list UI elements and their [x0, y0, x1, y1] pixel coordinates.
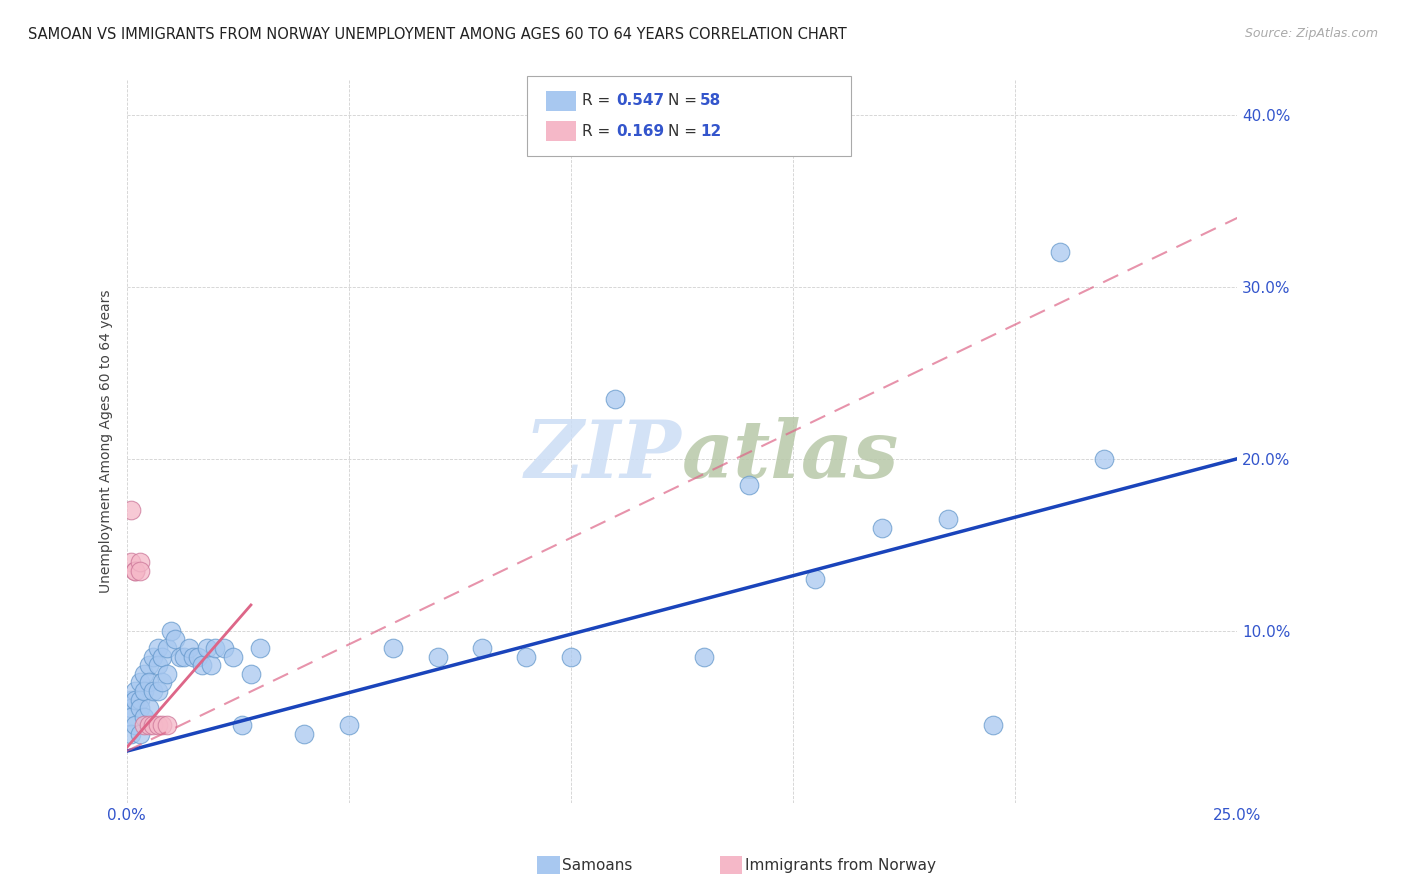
- Point: [146, 718, 169, 732]
- Text: 0.169: 0.169: [616, 124, 664, 138]
- Point: [160, 624, 183, 638]
- Point: [177, 640, 200, 655]
- Text: R =: R =: [582, 94, 616, 108]
- Text: N =: N =: [668, 94, 702, 108]
- Point: [560, 649, 582, 664]
- Point: [426, 649, 449, 664]
- Text: atlas: atlas: [682, 417, 900, 495]
- Text: SAMOAN VS IMMIGRANTS FROM NORWAY UNEMPLOYMENT AMONG AGES 60 TO 64 YEARS CORRELAT: SAMOAN VS IMMIGRANTS FROM NORWAY UNEMPLO…: [28, 27, 846, 42]
- Point: [981, 718, 1004, 732]
- Point: [605, 392, 627, 406]
- Point: [155, 718, 177, 732]
- Point: [128, 564, 150, 578]
- Text: Samoans: Samoans: [562, 858, 633, 872]
- Point: [124, 718, 146, 732]
- Point: [124, 564, 146, 578]
- Point: [214, 640, 236, 655]
- Point: [938, 512, 960, 526]
- Point: [1049, 245, 1071, 260]
- Point: [155, 640, 177, 655]
- Point: [382, 640, 405, 655]
- Point: [128, 675, 150, 690]
- Point: [120, 710, 142, 724]
- Point: [120, 555, 142, 569]
- Point: [1092, 451, 1115, 466]
- Point: [222, 649, 245, 664]
- Text: 58: 58: [700, 94, 721, 108]
- Point: [249, 640, 271, 655]
- Point: [138, 675, 160, 690]
- Text: 12: 12: [700, 124, 721, 138]
- Point: [191, 658, 214, 673]
- Point: [120, 692, 142, 706]
- Text: Immigrants from Norway: Immigrants from Norway: [745, 858, 936, 872]
- Point: [187, 649, 209, 664]
- Point: [471, 640, 494, 655]
- Point: [239, 666, 262, 681]
- Point: [169, 649, 191, 664]
- Point: [150, 675, 173, 690]
- Point: [142, 718, 165, 732]
- Point: [181, 649, 204, 664]
- Point: [124, 564, 146, 578]
- Point: [142, 649, 165, 664]
- Text: N =: N =: [668, 124, 702, 138]
- Point: [150, 649, 173, 664]
- Text: Source: ZipAtlas.com: Source: ZipAtlas.com: [1244, 27, 1378, 40]
- Point: [173, 649, 195, 664]
- Point: [128, 727, 150, 741]
- Point: [231, 718, 253, 732]
- Point: [138, 718, 160, 732]
- Text: ZIP: ZIP: [524, 417, 682, 495]
- Point: [134, 684, 156, 698]
- Point: [120, 701, 142, 715]
- Point: [134, 666, 156, 681]
- Text: 0.547: 0.547: [616, 94, 664, 108]
- Point: [515, 649, 537, 664]
- Point: [200, 658, 222, 673]
- Point: [337, 718, 360, 732]
- Y-axis label: Unemployment Among Ages 60 to 64 years: Unemployment Among Ages 60 to 64 years: [100, 290, 114, 593]
- Point: [204, 640, 226, 655]
- Point: [804, 572, 827, 586]
- Point: [693, 649, 716, 664]
- Point: [124, 684, 146, 698]
- Point: [155, 666, 177, 681]
- Point: [134, 710, 156, 724]
- Text: R =: R =: [582, 124, 616, 138]
- Point: [128, 555, 150, 569]
- Point: [146, 640, 169, 655]
- Point: [138, 658, 160, 673]
- Point: [870, 520, 893, 534]
- Point: [146, 658, 169, 673]
- Point: [120, 727, 142, 741]
- Point: [124, 692, 146, 706]
- Point: [146, 684, 169, 698]
- Point: [165, 632, 187, 647]
- Point: [150, 718, 173, 732]
- Point: [128, 701, 150, 715]
- Point: [195, 640, 218, 655]
- Point: [134, 718, 156, 732]
- Point: [142, 684, 165, 698]
- Point: [120, 503, 142, 517]
- Point: [292, 727, 315, 741]
- Point: [128, 692, 150, 706]
- Point: [138, 701, 160, 715]
- Point: [737, 477, 759, 491]
